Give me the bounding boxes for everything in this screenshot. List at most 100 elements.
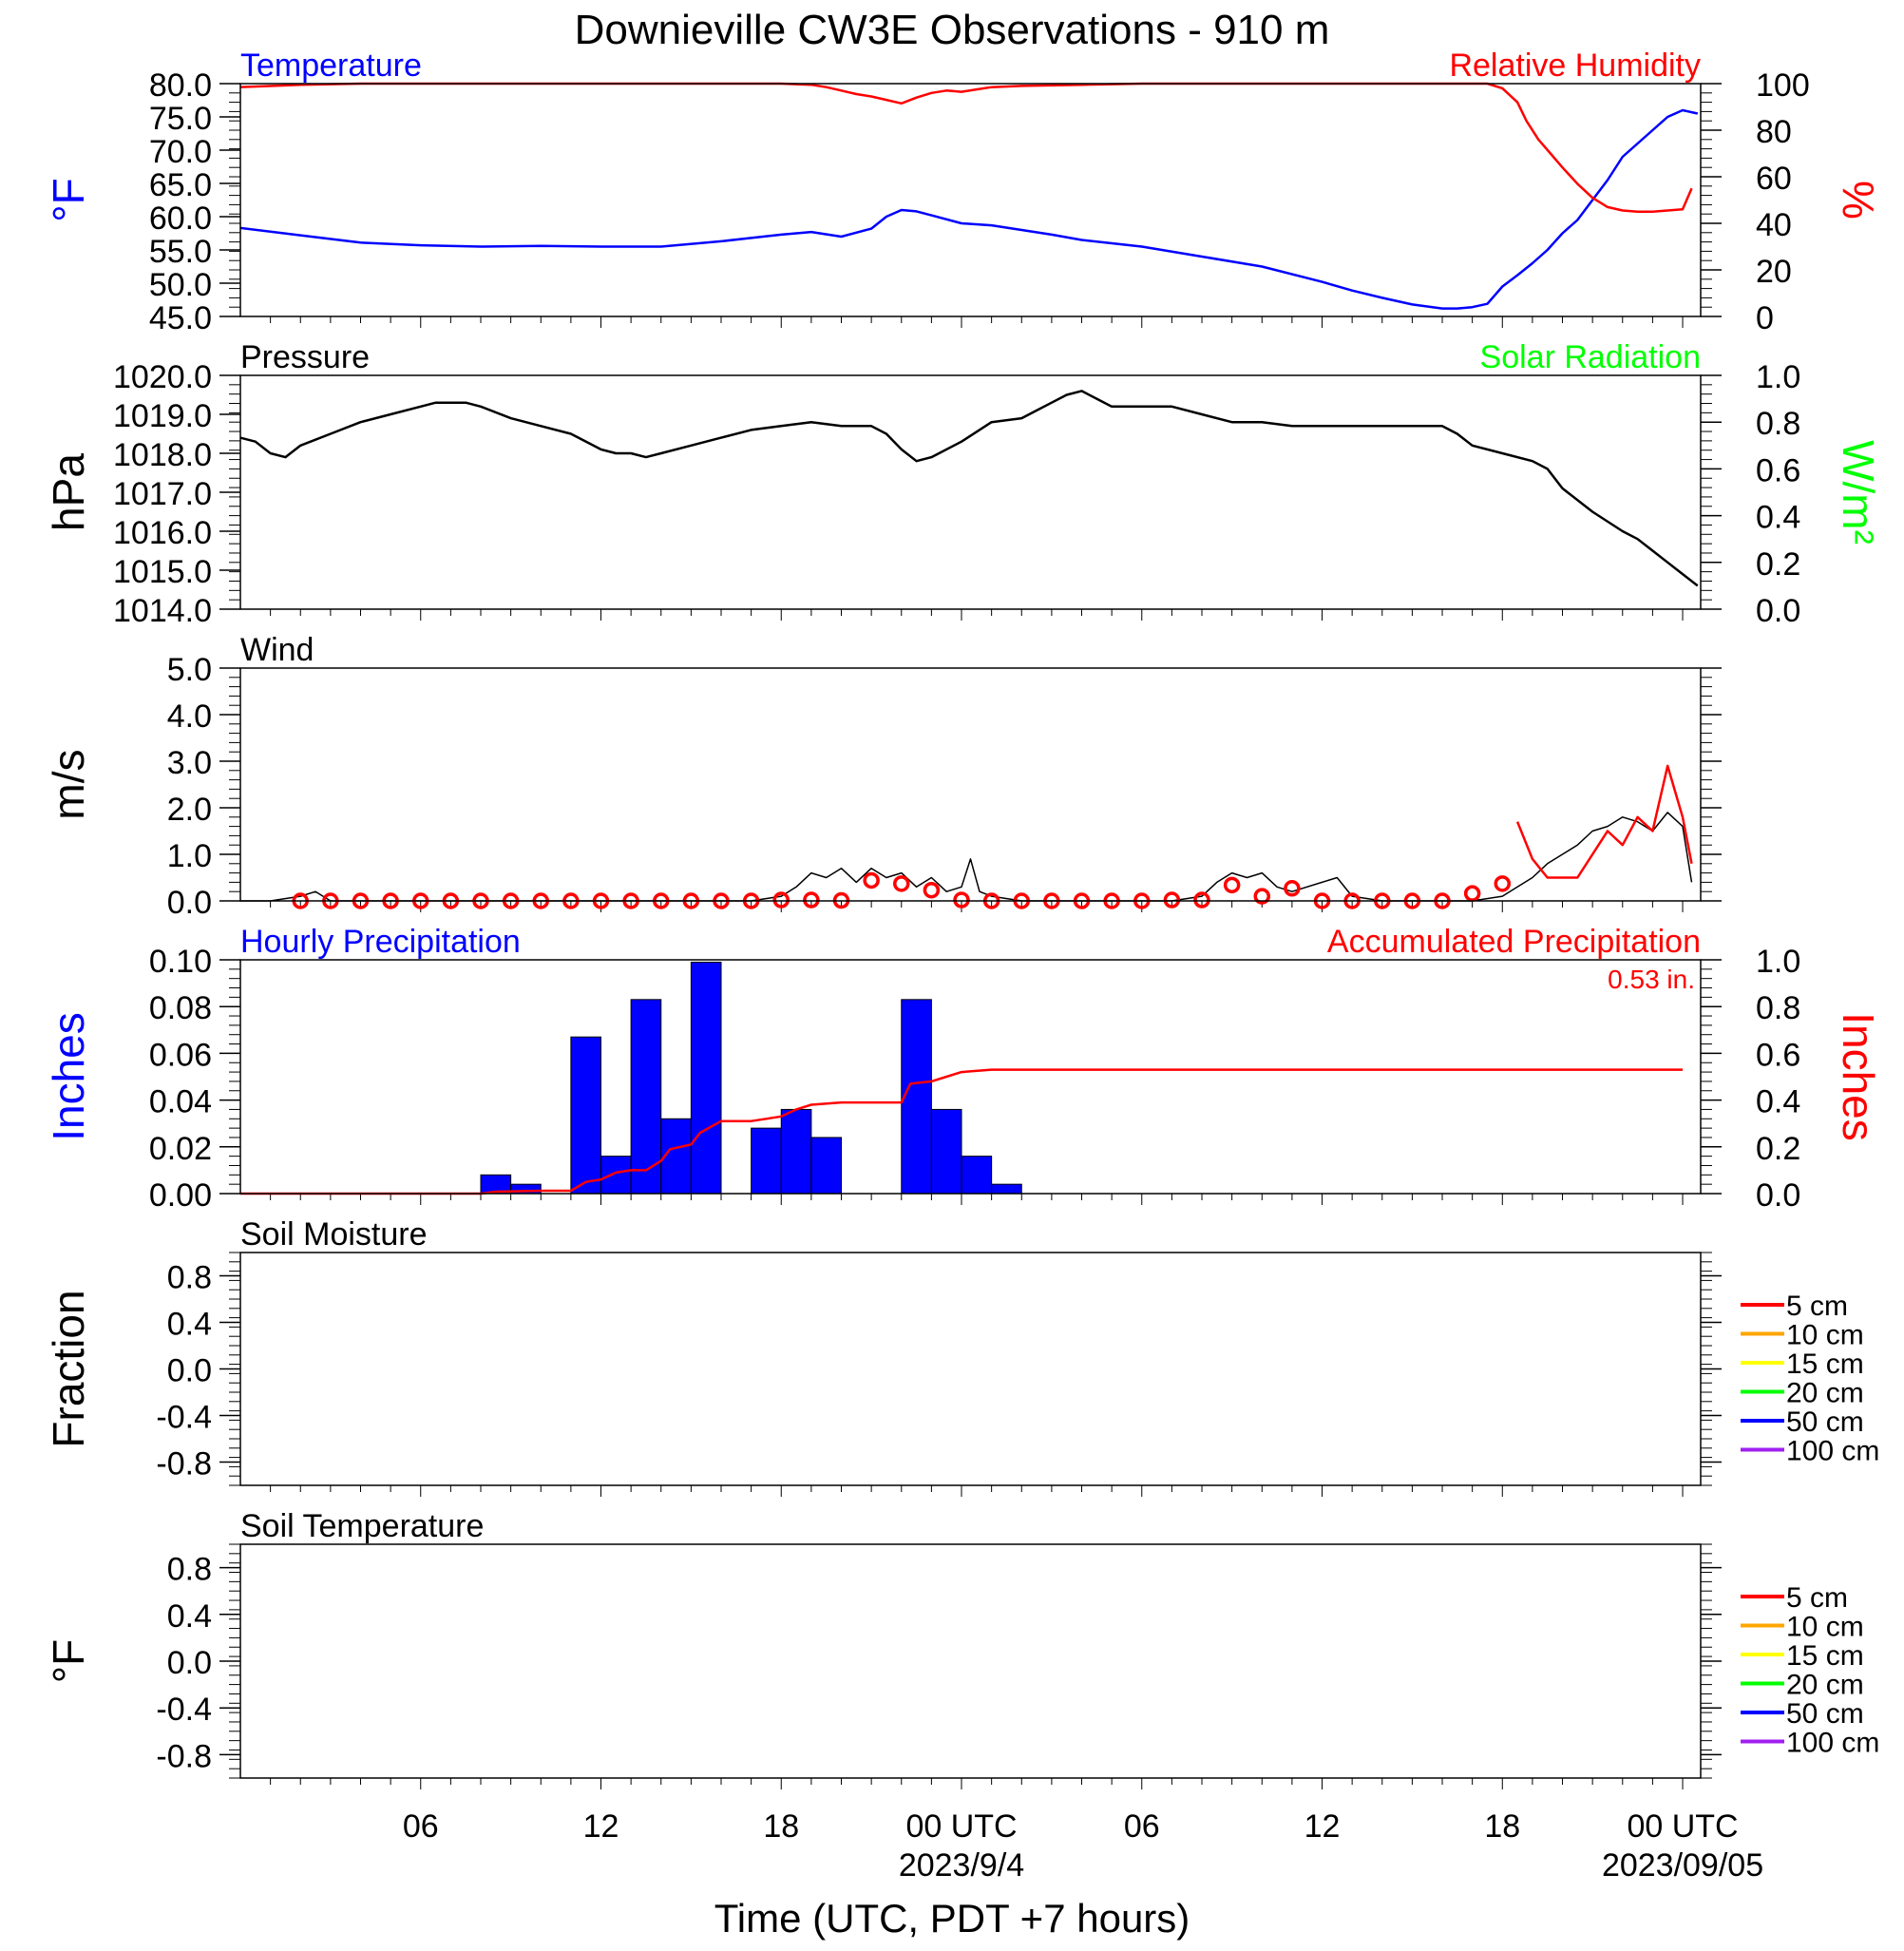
precip-bar xyxy=(780,1108,812,1195)
precip-bar xyxy=(810,1137,843,1195)
panel-title-right: Relative Humidity xyxy=(1449,48,1701,84)
y-tick-label-left: 55.0 xyxy=(149,234,212,270)
y-tick-label-left: 3.0 xyxy=(167,745,212,781)
x-tick-date-label: 2023/09/05 xyxy=(1602,1847,1763,1884)
panel-temperature-humidity: 45.050.055.060.065.070.075.080.0 0 20 40 60 8… xyxy=(44,48,1883,336)
panel-title-left: Temperature xyxy=(240,48,422,84)
wind-hourly-marker xyxy=(1223,876,1241,894)
y-tick-label-left: 0.06 xyxy=(149,1037,212,1073)
figure-title: Downieville CW3E Observations - 910 m xyxy=(575,7,1330,53)
wind-hourly-marker xyxy=(1463,885,1481,902)
panel-frame xyxy=(239,1252,1702,1486)
y-tick-label-right: 0.0 xyxy=(1756,593,1800,629)
precip-bar xyxy=(600,1156,632,1195)
legend-label: 50 cm xyxy=(1786,1698,1864,1730)
panel-wind: 0.0 1.0 2.0 3.0 4.0 5.0 Wind m/s xyxy=(44,632,1722,921)
y-tick-label-left: 70.0 xyxy=(149,134,212,170)
legend-label: 15 cm xyxy=(1786,1640,1864,1672)
y-tick-label-right: 0.4 xyxy=(1756,1084,1800,1120)
precip-bar xyxy=(751,1127,782,1195)
series-line-pressure xyxy=(239,390,1699,587)
y-axis-label-left: hPa xyxy=(44,453,93,531)
series-line-relative-humidity xyxy=(239,82,1693,214)
legend-label: 100 cm xyxy=(1786,1728,1879,1759)
y-tick-label-right: 100 xyxy=(1756,67,1810,104)
panel-frame xyxy=(239,1543,1702,1779)
y-tick-label-left: 0.0 xyxy=(167,885,212,921)
legend-label: 10 cm xyxy=(1786,1320,1864,1351)
y-tick-label-left: 5.0 xyxy=(167,652,212,688)
y-tick-label-left: 1017.0 xyxy=(113,476,212,512)
y-axis-label-left: Fraction xyxy=(44,1290,93,1447)
y-tick-label-left: 0.02 xyxy=(149,1131,212,1167)
legend-label: 20 cm xyxy=(1786,1670,1864,1701)
y-tick-label-right: 20 xyxy=(1756,254,1792,290)
y-tick-label-left: 0.10 xyxy=(149,944,212,980)
panel-title-left: Soil Moisture xyxy=(240,1216,428,1253)
y-tick-label-left: 80.0 xyxy=(149,67,212,104)
y-tick-label-right: 1.0 xyxy=(1756,359,1800,395)
precip-bar xyxy=(570,1036,602,1195)
panel-frame xyxy=(239,959,1702,1195)
panel-frame xyxy=(239,374,1702,610)
y-tick-label-right: 0.2 xyxy=(1756,1131,1800,1167)
y-tick-label-left: -0.4 xyxy=(156,1692,212,1728)
y-tick-label-left: 0.00 xyxy=(149,1177,212,1214)
panel-precipitation: 0.00 0.02 0.04 0.06 0.08 0.10 0.0 0.2 0.4 0.6 0.8 1… xyxy=(44,924,1883,1214)
legend-label: 50 cm xyxy=(1786,1406,1864,1438)
y-tick-label-right: 0.2 xyxy=(1756,546,1800,583)
y-axis-label-left: °F xyxy=(44,1639,93,1684)
y-tick-label-left: 75.0 xyxy=(149,101,212,137)
y-tick-label-left: 1019.0 xyxy=(113,398,212,434)
panel-frame xyxy=(239,83,1702,317)
y-tick-label-left: 1014.0 xyxy=(113,593,212,629)
wind-hourly-marker xyxy=(1284,880,1301,897)
series-line-gust xyxy=(1515,764,1693,879)
panel-title-left: Hourly Precipitation xyxy=(240,924,521,960)
accumulated-total-label: 0.53 in. xyxy=(1608,965,1695,994)
wind-hourly-marker xyxy=(953,891,970,909)
y-tick-label-left: -0.8 xyxy=(156,1446,212,1482)
y-tick-label-left: 1018.0 xyxy=(113,437,212,473)
y-tick-label-right: 0 xyxy=(1756,300,1774,336)
y-tick-label-left: 4.0 xyxy=(167,698,212,735)
wind-hourly-marker xyxy=(1163,891,1181,909)
y-axis-label-left: m/s xyxy=(44,749,93,819)
x-tick-label: 18 xyxy=(1484,1808,1520,1845)
y-tick-label-left: 50.0 xyxy=(149,267,212,303)
panel-frame xyxy=(239,667,1702,902)
y-tick-label-right: 80 xyxy=(1756,114,1792,150)
wind-hourly-marker xyxy=(923,881,941,899)
y-tick-label-left: 2.0 xyxy=(167,792,212,828)
y-tick-label-left: 0.0 xyxy=(167,1645,212,1681)
y-tick-label-left: 0.08 xyxy=(149,990,212,1026)
legend-label: 10 cm xyxy=(1786,1612,1864,1643)
legend-label: 100 cm xyxy=(1786,1436,1879,1467)
wind-hourly-marker xyxy=(772,891,790,909)
legend-label: 15 cm xyxy=(1786,1348,1864,1380)
precip-bar xyxy=(690,961,722,1195)
wind-hourly-marker xyxy=(1193,891,1210,909)
y-axis-label-left: °F xyxy=(44,178,93,222)
series-line-temperature xyxy=(239,108,1699,310)
x-tick-label: 06 xyxy=(403,1808,439,1845)
y-tick-label-left: -0.4 xyxy=(156,1400,212,1436)
wind-hourly-marker xyxy=(1494,875,1512,892)
wind-hourly-marker xyxy=(803,891,820,909)
x-axis-label: Time (UTC, PDT +7 hours) xyxy=(714,1896,1190,1941)
x-tick-label: 00 UTC xyxy=(1627,1808,1738,1845)
panel-title-left: Pressure xyxy=(240,339,370,375)
wind-hourly-marker xyxy=(893,875,910,892)
y-tick-label-left: 1015.0 xyxy=(113,554,212,590)
precip-bar xyxy=(930,1108,962,1195)
y-axis-label-right: W/m² xyxy=(1834,440,1883,545)
x-tick-date-label: 2023/9/4 xyxy=(899,1847,1024,1884)
y-tick-label-left: 0.8 xyxy=(167,1552,212,1588)
y-tick-label-left: 1020.0 xyxy=(113,359,212,395)
y-tick-label-left: 0.04 xyxy=(149,1084,212,1120)
panel-soil-moisture: -0.8 -0.4 0.0 0.4 0.8 Soil Moisture Fraction 5 … xyxy=(44,1216,1879,1497)
x-tick-label: 18 xyxy=(763,1808,799,1845)
panel-title-right: Solar Radiation xyxy=(1480,339,1701,375)
